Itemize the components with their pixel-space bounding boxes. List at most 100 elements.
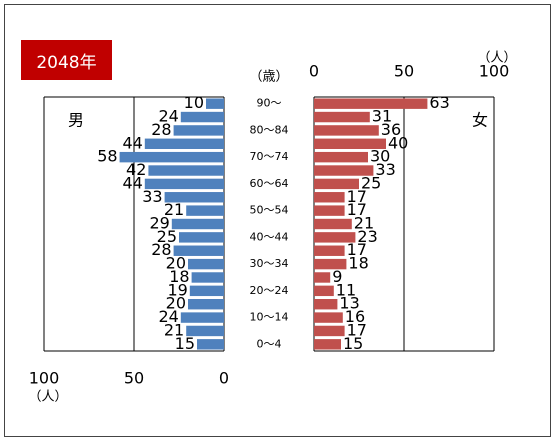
age-group-label-50～54: 50～54 bbox=[250, 204, 289, 217]
male-bar-15～19 bbox=[188, 298, 224, 310]
male-value-label-0～4: 15 bbox=[175, 334, 195, 353]
male-value-label-65～69: 42 bbox=[126, 160, 146, 179]
male-value-label-5～9: 21 bbox=[164, 320, 184, 339]
female-value-label-55～59: 17 bbox=[347, 187, 367, 206]
male-bar-55～59 bbox=[164, 192, 224, 203]
male-value-label-80～84: 28 bbox=[151, 120, 171, 139]
male-bar-80～84 bbox=[173, 125, 224, 136]
male-value-label-85～89: 24 bbox=[158, 107, 178, 126]
female-value-label-65～69: 33 bbox=[375, 160, 395, 179]
x-tick-top-100: 100 bbox=[479, 62, 510, 81]
male-bar-70～74 bbox=[119, 151, 224, 163]
chart-frame bbox=[4, 4, 551, 437]
male-bar-35～39 bbox=[173, 245, 224, 256]
female-bar-25～29 bbox=[314, 272, 331, 283]
x-tick-top-0: 0 bbox=[309, 62, 319, 81]
female-bar-45～49 bbox=[314, 218, 352, 230]
female-value-label-40～44: 23 bbox=[357, 227, 377, 246]
male-bar-50～54 bbox=[186, 205, 224, 216]
male-bar-90～ bbox=[206, 98, 224, 109]
age-group-label-90～: 90～ bbox=[257, 97, 282, 110]
female-bar-55～59 bbox=[314, 192, 345, 203]
female-value-label-50～54: 17 bbox=[347, 200, 367, 219]
male-value-label-45～49: 29 bbox=[149, 214, 169, 233]
male-value-label-35～39: 28 bbox=[151, 240, 171, 259]
female-bar-50～54 bbox=[314, 205, 345, 216]
male-value-label-90～: 10 bbox=[184, 93, 204, 112]
male-bar-0～4 bbox=[197, 339, 224, 350]
male-bar-65～69 bbox=[148, 165, 224, 176]
male-bar-45～49 bbox=[171, 218, 224, 230]
female-bar-90～ bbox=[314, 98, 428, 109]
female-value-label-25～29: 9 bbox=[332, 267, 342, 286]
male-bar-85～89 bbox=[180, 111, 224, 123]
female-value-label-5～9: 17 bbox=[347, 320, 367, 339]
female-value-label-85～89: 31 bbox=[372, 107, 392, 126]
x-tick-bottom-100: 100 bbox=[29, 369, 60, 388]
female-bar-85～89 bbox=[314, 111, 370, 123]
female-value-label-10～14: 16 bbox=[345, 307, 365, 326]
female-value-label-20～24: 11 bbox=[336, 280, 356, 299]
male-bar-25～29 bbox=[191, 272, 224, 283]
female-bar-65～69 bbox=[314, 165, 374, 176]
female-bar-70～74 bbox=[314, 151, 368, 163]
value-unit-label-top: （人） bbox=[477, 51, 516, 66]
male-value-label-70～74: 58 bbox=[97, 147, 117, 166]
female-bar-75～79 bbox=[314, 138, 386, 150]
female-bar-40～44 bbox=[314, 232, 356, 243]
male-value-label-25～29: 18 bbox=[169, 267, 189, 286]
male-bar-75～79 bbox=[144, 138, 224, 150]
male-value-label-10～14: 24 bbox=[158, 307, 178, 326]
male-label: 男 bbox=[68, 111, 84, 130]
female-value-label-15～19: 13 bbox=[339, 294, 359, 313]
value-unit-label-bottom: （人） bbox=[28, 390, 67, 405]
female-value-label-70～74: 30 bbox=[370, 147, 390, 166]
female-bar-60～64 bbox=[314, 178, 359, 190]
female-value-label-35～39: 17 bbox=[347, 240, 367, 259]
female-value-label-60～64: 25 bbox=[361, 173, 381, 192]
female-value-label-80～84: 36 bbox=[381, 120, 401, 139]
male-value-label-75～79: 44 bbox=[122, 133, 142, 152]
male-bar-30～34 bbox=[188, 258, 224, 270]
male-bar-5～9 bbox=[186, 325, 224, 337]
female-bar-0～4 bbox=[314, 339, 341, 350]
male-value-label-40～44: 25 bbox=[157, 227, 177, 246]
female-value-label-45～49: 21 bbox=[354, 214, 374, 233]
age-unit-label: （歳） bbox=[249, 70, 288, 85]
x-tick-top-50: 50 bbox=[394, 62, 414, 81]
male-bar-60～64 bbox=[144, 178, 224, 190]
female-value-label-30～34: 18 bbox=[348, 254, 368, 273]
male-value-label-55～59: 33 bbox=[142, 187, 162, 206]
age-group-label-20～24: 20～24 bbox=[250, 284, 289, 297]
age-group-label-80～84: 80～84 bbox=[250, 123, 289, 136]
age-group-label-10～14: 10～14 bbox=[250, 311, 289, 324]
male-bar-40～44 bbox=[179, 232, 224, 243]
x-tick-bottom-50: 50 bbox=[124, 369, 144, 388]
female-value-label-90～: 63 bbox=[429, 93, 449, 112]
female-value-label-75～79: 40 bbox=[388, 133, 408, 152]
x-tick-bottom-0: 0 bbox=[219, 369, 229, 388]
female-bar-30～34 bbox=[314, 258, 347, 270]
female-bar-20～24 bbox=[314, 285, 334, 297]
male-value-label-60～64: 44 bbox=[122, 173, 142, 192]
female-bar-10～14 bbox=[314, 312, 343, 323]
male-bar-20～24 bbox=[189, 285, 224, 297]
male-value-label-15～19: 20 bbox=[166, 294, 186, 313]
year-badge: 2048年 bbox=[21, 40, 112, 80]
age-group-label-40～44: 40～44 bbox=[250, 230, 289, 243]
female-bar-15～19 bbox=[314, 298, 338, 310]
male-value-label-50～54: 21 bbox=[164, 200, 184, 219]
male-value-label-30～34: 20 bbox=[166, 254, 186, 273]
male-value-label-20～24: 19 bbox=[167, 280, 187, 299]
age-group-label-30～34: 30～34 bbox=[250, 257, 289, 270]
female-label: 女 bbox=[472, 111, 488, 130]
male-bar-10～14 bbox=[180, 312, 224, 323]
age-group-label-70～74: 70～74 bbox=[250, 150, 289, 163]
female-bar-5～9 bbox=[314, 325, 345, 337]
age-group-label-60～64: 60～64 bbox=[250, 177, 289, 190]
female-bar-35～39 bbox=[314, 245, 345, 256]
age-group-label-0～4: 0～4 bbox=[257, 337, 282, 350]
female-bar-80～84 bbox=[314, 125, 379, 136]
